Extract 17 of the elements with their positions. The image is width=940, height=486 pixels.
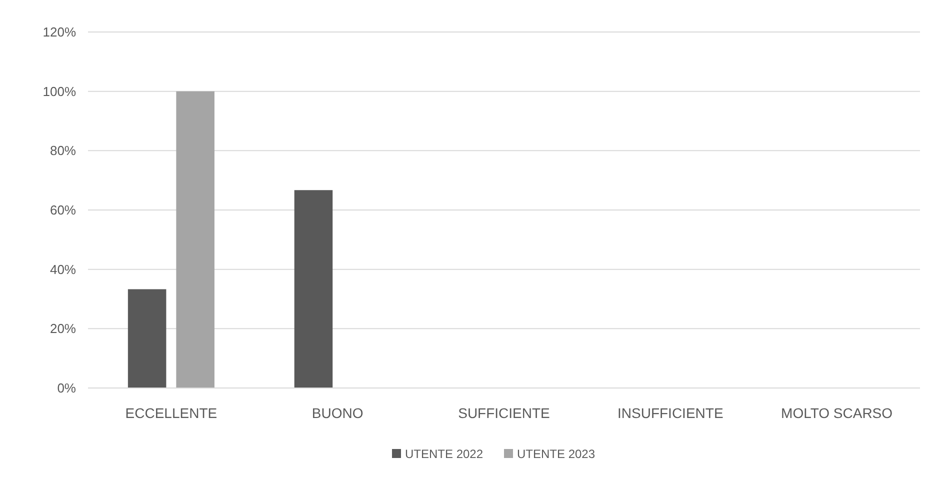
y-tick-label: 0%	[57, 380, 76, 396]
legend-label: UTENTE 2022	[405, 447, 484, 462]
x-tick-label: INSUFFICIENTE	[618, 405, 724, 421]
legend-label: UTENTE 2023	[517, 447, 596, 462]
x-tick-label: ECCELLENTE	[125, 405, 218, 421]
x-tick-label: MOLTO SCARSO	[781, 405, 893, 421]
y-tick-label: 100%	[42, 84, 76, 99]
y-tick-label: 80%	[50, 143, 76, 158]
bar	[176, 91, 214, 388]
y-tick-label: 20%	[50, 321, 76, 336]
y-tick-label: 60%	[50, 202, 76, 218]
bar	[294, 190, 333, 388]
x-tick-label: BUONO	[312, 405, 364, 421]
x-tick-label: SUFFICIENTE	[458, 405, 550, 421]
bar	[128, 289, 166, 388]
y-tick-label: 120%	[42, 24, 76, 40]
y-tick-label: 40%	[50, 262, 76, 277]
